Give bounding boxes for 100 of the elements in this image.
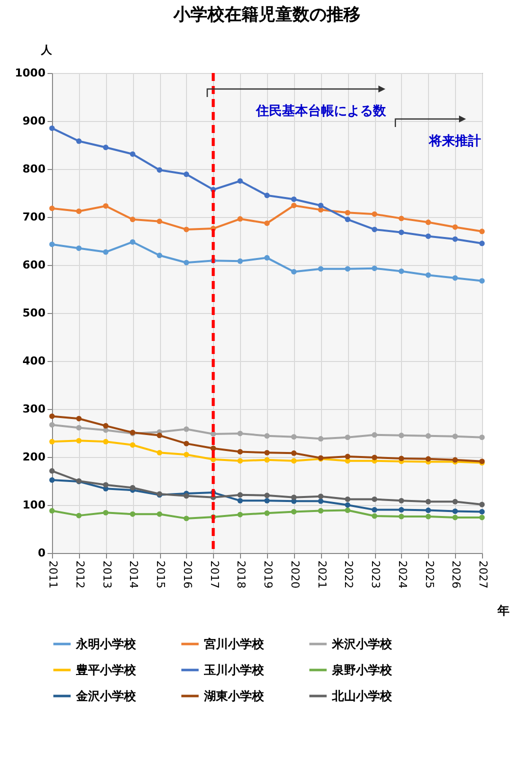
point — [398, 432, 404, 438]
y-tick-label: 100 — [22, 498, 46, 512]
point — [49, 206, 55, 212]
y-tick-label: 300 — [22, 402, 46, 416]
y-tick-label: 800 — [22, 162, 46, 176]
point — [76, 424, 82, 430]
point — [76, 138, 82, 144]
x-tick-label: 2021 — [315, 560, 328, 588]
point — [372, 507, 378, 513]
point — [49, 413, 55, 419]
point — [318, 266, 324, 272]
point — [291, 494, 297, 500]
x-tick-label: 2012 — [73, 560, 86, 588]
point — [426, 433, 431, 439]
x-tick-label: 2015 — [154, 560, 167, 588]
point — [237, 498, 243, 504]
x-tick-label: 2016 — [180, 560, 194, 588]
point — [76, 512, 82, 518]
point — [49, 508, 55, 514]
point — [49, 125, 55, 131]
point — [344, 496, 350, 502]
point — [372, 496, 378, 502]
chart-title: 小学校在籍児童数の推移 — [172, 5, 360, 25]
point — [264, 192, 270, 198]
point — [426, 220, 431, 226]
point — [156, 432, 162, 438]
point — [130, 484, 136, 490]
point — [237, 512, 243, 518]
point — [398, 507, 404, 513]
legend-label: 北山小学校 — [331, 689, 393, 703]
point — [264, 450, 270, 456]
point — [318, 207, 324, 213]
point — [452, 434, 458, 440]
point — [184, 452, 190, 458]
point — [264, 255, 270, 261]
point — [237, 216, 243, 222]
point — [184, 260, 190, 266]
x-tick-label: 2022 — [342, 560, 356, 588]
point — [344, 508, 350, 514]
point — [49, 477, 55, 483]
point — [49, 438, 55, 444]
point — [318, 494, 324, 500]
legend-label: 湖東小学校 — [203, 689, 265, 703]
point — [237, 458, 243, 464]
point — [264, 510, 270, 516]
point — [479, 240, 485, 246]
y-tick-label: 500 — [22, 306, 46, 320]
point — [49, 422, 55, 428]
y-tick-label: 600 — [22, 258, 46, 272]
point — [372, 513, 378, 519]
x-tick-label: 2013 — [100, 560, 114, 588]
point — [237, 258, 243, 264]
x-tick-label: 2024 — [396, 560, 409, 588]
point — [452, 224, 458, 230]
point — [156, 218, 162, 224]
legend-label: 米沢小学校 — [331, 637, 393, 651]
point — [49, 468, 55, 474]
point — [103, 423, 108, 429]
x-tick-label: 2026 — [450, 560, 463, 588]
point — [237, 178, 243, 184]
point — [398, 268, 404, 274]
point — [344, 502, 350, 508]
point — [452, 514, 458, 520]
x-tick-label: 2011 — [46, 560, 60, 588]
point — [318, 202, 324, 208]
point — [452, 236, 458, 242]
point — [479, 434, 485, 440]
point — [344, 266, 350, 272]
point — [426, 272, 431, 278]
point — [291, 508, 297, 514]
point — [398, 498, 404, 504]
point — [372, 226, 378, 232]
point — [184, 493, 190, 499]
point — [318, 498, 324, 504]
point — [291, 196, 297, 202]
x-tick-label: 2027 — [476, 560, 490, 588]
point — [426, 514, 431, 520]
point — [49, 242, 55, 248]
point — [372, 266, 378, 272]
point — [398, 216, 404, 222]
y-tick-label: 1000 — [14, 66, 46, 80]
point — [398, 456, 404, 462]
point — [344, 434, 350, 440]
point — [103, 482, 108, 488]
point — [372, 432, 378, 438]
point — [344, 210, 350, 216]
point — [156, 167, 162, 173]
legend-label: 泉野小学校 — [331, 663, 393, 677]
legend-label: 豊平小学校 — [75, 663, 137, 677]
point — [291, 202, 297, 208]
point — [398, 514, 404, 520]
point — [264, 498, 270, 504]
point — [452, 498, 458, 504]
y-tick-label: 200 — [22, 450, 46, 464]
point — [318, 508, 324, 514]
y-axis-title: 人 — [40, 44, 53, 56]
x-tick-label: 2014 — [127, 560, 140, 588]
y-tick-label: 700 — [22, 210, 46, 224]
point — [264, 433, 270, 439]
point — [156, 252, 162, 258]
